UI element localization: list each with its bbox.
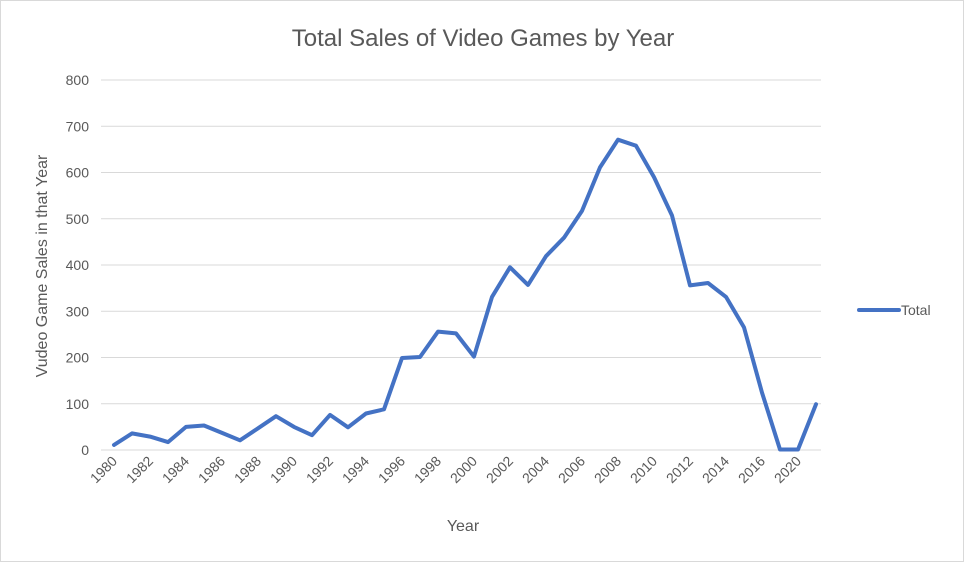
legend: Total xyxy=(857,302,931,318)
x-tick-label: 2010 xyxy=(627,453,660,486)
y-tick-label: 200 xyxy=(66,350,90,366)
x-tick-label: 1992 xyxy=(303,453,336,486)
y-axis-title: Vudeo Game Sales in that Year xyxy=(34,154,51,377)
x-tick-label: 2016 xyxy=(735,453,768,486)
x-tick-label: 1982 xyxy=(123,453,156,486)
y-tick-label: 300 xyxy=(66,303,90,319)
x-tick-label: 1986 xyxy=(195,453,228,486)
y-tick-label: 100 xyxy=(66,396,90,412)
y-tick-label: 800 xyxy=(66,72,90,88)
x-tick-label: 1994 xyxy=(339,453,372,486)
x-axis-title: Year xyxy=(447,518,480,535)
x-tick-label: 2000 xyxy=(447,453,480,486)
y-tick-label: 700 xyxy=(66,118,90,134)
x-tick-label: 1984 xyxy=(159,453,192,486)
series-points xyxy=(113,139,817,450)
y-tick-label: 0 xyxy=(81,442,89,458)
x-tick-label: 2020 xyxy=(771,453,804,486)
y-tick-label: 600 xyxy=(66,165,90,181)
x-axis-ticks: 1980 1982 1984 1986 1988 1990 1992 1994 1996 1998… xyxy=(87,453,804,486)
series-line-total xyxy=(112,137,818,452)
x-tick-label: 1990 xyxy=(267,453,300,486)
gridlines xyxy=(101,79,821,405)
chart-title: Total Sales of Video Games by Year xyxy=(292,25,674,52)
x-tick-label: 1988 xyxy=(231,453,264,486)
x-tick-label: 2014 xyxy=(699,453,732,486)
x-tick-label: 2008 xyxy=(591,453,624,486)
legend-label-total: Total xyxy=(901,302,931,318)
y-tick-label: 500 xyxy=(66,211,90,227)
x-tick-label: 1980 xyxy=(87,453,120,486)
x-tick-label: 1996 xyxy=(375,453,408,486)
x-tick-label: 2004 xyxy=(519,453,552,486)
x-tick-label: 2006 xyxy=(555,453,588,486)
x-tick-label: 2002 xyxy=(483,453,516,486)
x-tick-label: 1998 xyxy=(411,453,444,486)
y-tick-label: 400 xyxy=(66,257,90,273)
x-tick-label: 2012 xyxy=(663,453,696,486)
y-axis-ticks: 0 100 200 300 400 500 600 700 800 xyxy=(66,72,90,458)
